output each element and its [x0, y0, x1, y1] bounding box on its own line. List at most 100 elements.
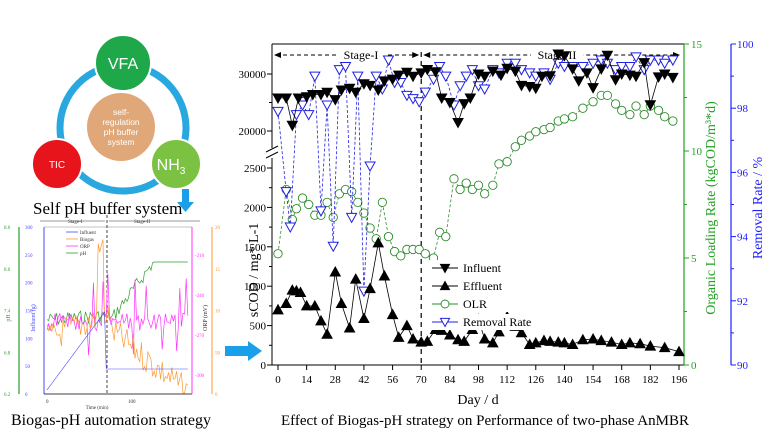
- influent-point: [392, 70, 405, 82]
- removal-point: [382, 55, 395, 67]
- olr-point: [488, 180, 498, 190]
- influent-point: [638, 58, 651, 69]
- removal-point: [478, 84, 491, 95]
- influent-point: [658, 69, 671, 81]
- node-nh3-label: NH3: [157, 157, 186, 177]
- effluent-point: [615, 338, 628, 350]
- influent-point: [644, 100, 657, 111]
- removal-point: [509, 58, 522, 70]
- mini-ph-tick: 8.0: [4, 268, 11, 273]
- effluent-point: [329, 265, 342, 277]
- legend-row-bg: [428, 296, 553, 312]
- effluent-point: [587, 332, 599, 344]
- olr-point: [455, 184, 465, 195]
- influent-point: [286, 120, 299, 132]
- mini-influent-tick: 300: [25, 226, 33, 231]
- center-label-line-2: regulation: [102, 117, 140, 127]
- node-nh3: [150, 138, 202, 190]
- effluent-point: [558, 336, 571, 348]
- influent-point: [315, 90, 327, 101]
- effluent-point: [308, 299, 321, 311]
- olr-point: [668, 116, 678, 126]
- influent-point: [509, 66, 522, 78]
- olr-point: [653, 105, 664, 115]
- effluent-point: [644, 340, 657, 351]
- legend-label: Effluent: [463, 279, 503, 293]
- effluent-point: [343, 321, 356, 333]
- olr-point: [291, 204, 302, 214]
- x-tick-label: 154: [585, 374, 602, 386]
- removal-point: [587, 58, 599, 70]
- effluent-point: [544, 335, 556, 346]
- influent-point: [501, 63, 513, 75]
- olr-point: [531, 127, 541, 137]
- removal-point: [413, 97, 426, 108]
- olr-point: [420, 249, 430, 259]
- olr-point: [347, 187, 357, 197]
- x-tick-label: 70: [416, 374, 428, 386]
- diagram-caption: Self pH buffer system: [33, 199, 182, 218]
- removal-point: [302, 110, 315, 121]
- series-line-olr: [277, 95, 674, 259]
- effluent-point: [493, 325, 505, 337]
- olr-point: [631, 101, 641, 111]
- legend-label: Influent: [463, 261, 502, 275]
- mini-ph-label: pH: [6, 314, 12, 322]
- center-label-line-3: pH buffer: [104, 127, 139, 137]
- mini-orp-tick: -240: [195, 294, 205, 299]
- influent-point: [558, 51, 571, 62]
- effluent-point: [392, 331, 405, 342]
- effluent-point: [321, 328, 333, 339]
- effluent-point: [358, 312, 370, 324]
- center-circle: [87, 93, 155, 161]
- legend-row-bg: [428, 260, 553, 276]
- removal-point: [333, 65, 346, 76]
- influent-point: [407, 71, 419, 83]
- x-axis-label: Day / d: [457, 393, 498, 408]
- series-line-removal-rate: [277, 56, 674, 292]
- x-tick-label: 14: [301, 374, 313, 386]
- mini-legend-label: Influent: [80, 231, 96, 236]
- olr-point: [516, 135, 527, 145]
- influent-point: [272, 93, 284, 104]
- effluent-point: [515, 326, 528, 338]
- olr-point: [449, 174, 459, 184]
- olr-point: [639, 109, 649, 120]
- mini-orp-trace: [46, 273, 189, 356]
- olr-point: [660, 112, 670, 122]
- y3-tick-label: 96: [737, 167, 749, 179]
- x-tick-label: 140: [556, 374, 573, 386]
- effluent-point: [529, 336, 542, 348]
- effluent-point: [272, 303, 284, 315]
- effluent-point: [280, 297, 293, 309]
- self-ph-buffer-diagram: self- regulation pH buffer system VFA TI…: [31, 34, 202, 218]
- olr-point: [494, 159, 504, 169]
- influent-point: [321, 87, 333, 99]
- influent-point: [486, 66, 499, 78]
- olr-point: [322, 197, 332, 208]
- influent-point: [478, 71, 491, 83]
- olr-point: [441, 231, 451, 242]
- mini-influent-tick: 100: [25, 337, 33, 342]
- center-label-line-4: system: [108, 137, 135, 147]
- effluent-point: [372, 236, 385, 248]
- influent-point: [595, 64, 608, 75]
- olr-point: [559, 114, 570, 124]
- mini-influent-tick: 200: [25, 282, 33, 287]
- olr-point: [359, 208, 369, 218]
- x-tick-label: 28: [330, 374, 342, 386]
- y-tick-label: 20000: [239, 126, 267, 138]
- effluent-point: [486, 336, 499, 348]
- influent-point: [544, 71, 556, 82]
- removal-point: [290, 110, 303, 121]
- stage-i-label: Stage-I: [344, 48, 379, 62]
- x-tick-label: 0: [275, 374, 281, 386]
- influent-point: [581, 68, 593, 79]
- effluent-point: [386, 308, 399, 320]
- influent-point: [495, 70, 507, 82]
- x-tick-label: 112: [499, 374, 515, 386]
- mini-x-label: Time (min): [86, 406, 109, 411]
- legend-olr-marker: [440, 299, 450, 309]
- olr-point: [617, 105, 627, 115]
- main-chart-caption: Effect of Biogas-pH strategy on Performa…: [281, 413, 689, 429]
